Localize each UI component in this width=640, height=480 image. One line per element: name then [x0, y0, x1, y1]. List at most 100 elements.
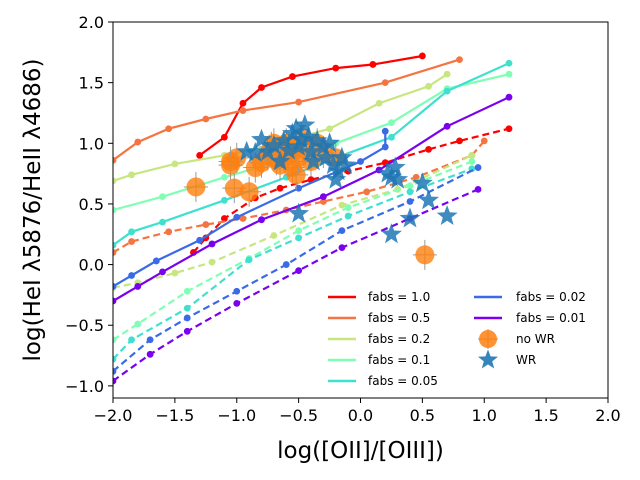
model-point-fabs-0-5	[113, 249, 117, 256]
series-line-dashed-fabs-0-01	[113, 188, 479, 382]
legend-swatch-no-wr	[479, 330, 497, 348]
series-line-dashed-fabs-0-1	[113, 160, 473, 341]
model-point-fabs-0-2	[113, 177, 117, 185]
model-point-fabs-0-05	[344, 212, 352, 220]
model-point-fabs-1-0	[276, 184, 284, 192]
x-tick-label: 1.5	[533, 406, 558, 425]
x-tick-label: −0.5	[279, 406, 318, 425]
model-point-fabs-0-01	[146, 350, 154, 358]
no-wr-point	[224, 178, 244, 198]
model-point-fabs-0-05	[443, 87, 451, 95]
wr-point	[263, 134, 285, 155]
wr-point	[411, 172, 433, 193]
wr-point	[288, 202, 310, 223]
model-point-fabs-0-1	[295, 227, 303, 235]
model-point-fabs-0-01	[233, 299, 241, 307]
series-line-dashed-fabs-1-0	[192, 127, 510, 254]
series-line-dashed-fabs-0-05	[113, 167, 473, 360]
no-wr-point	[415, 245, 435, 265]
model-point-fabs-0-2	[425, 82, 432, 90]
wr-point	[319, 132, 340, 153]
model-point-fabs-0-5	[128, 238, 135, 245]
wr-point	[273, 129, 295, 150]
y-axis-title: log(HeI λ5876/HeII λ4686)	[20, 59, 46, 362]
x-axis-title: log([OII]/[OIII])	[277, 438, 444, 464]
model-point-fabs-0-05	[113, 355, 117, 363]
x-tick-label: −1.0	[217, 406, 256, 425]
model-point-fabs-0-5	[202, 115, 210, 123]
series-line-solid-fabs-0-5	[113, 58, 460, 162]
model-point-fabs-0-02	[128, 272, 135, 279]
no-wr-point	[221, 155, 241, 175]
legend-label: fabs = 1.0	[368, 290, 430, 304]
model-point-fabs-0-5	[134, 138, 142, 146]
wr-point	[387, 168, 409, 189]
wr-point	[244, 142, 266, 162]
model-point-fabs-0-02	[381, 127, 389, 135]
model-point-fabs-0-2	[208, 258, 216, 266]
model-point-fabs-0-05	[505, 59, 513, 67]
no-wr-point	[286, 165, 306, 185]
model-point-fabs-0-5	[113, 156, 117, 164]
model-point-fabs-0-1	[388, 119, 395, 127]
wr-point	[269, 150, 291, 171]
legend-label: no WR	[516, 332, 555, 346]
legend-label: fabs = 0.01	[516, 311, 586, 325]
series-line-solid-fabs-1-0	[198, 54, 423, 157]
model-point-fabs-0-05	[128, 336, 135, 344]
model-point-fabs-0-2	[375, 99, 383, 107]
model-point-fabs-0-5	[381, 79, 389, 87]
model-point-fabs-0-01	[134, 283, 142, 290]
wr-point	[384, 156, 406, 177]
model-point-fabs-0-1	[113, 206, 117, 214]
wr-point	[290, 128, 312, 149]
model-point-fabs-0-2	[270, 232, 278, 239]
model-point-fabs-0-5	[456, 56, 463, 63]
plot-area	[113, 52, 513, 385]
model-point-fabs-0-5	[165, 125, 173, 133]
wr-point	[294, 114, 316, 134]
model-point-fabs-0-01	[113, 297, 117, 305]
wr-point	[335, 154, 357, 174]
model-point-fabs-1-0	[505, 125, 513, 133]
model-point-fabs-0-05	[159, 218, 166, 226]
model-point-fabs-0-1	[183, 287, 191, 295]
model-point-fabs-0-02	[474, 164, 482, 171]
model-point-fabs-0-05	[295, 234, 303, 242]
wr-point	[300, 140, 322, 161]
model-point-fabs-0-01	[159, 268, 166, 276]
no-wr-point	[186, 177, 206, 197]
model-point-fabs-0-2	[171, 269, 179, 277]
wr-point	[298, 126, 319, 147]
model-point-fabs-0-02	[406, 198, 414, 205]
wr-point	[306, 129, 328, 150]
model-point-fabs-1-0	[332, 64, 340, 72]
model-point-fabs-1-0	[196, 152, 204, 159]
model-point-fabs-0-05	[388, 133, 395, 141]
model-point-fabs-0-1	[344, 204, 352, 211]
model-point-fabs-0-5	[295, 98, 303, 106]
wr-point	[381, 223, 402, 244]
model-point-fabs-0-02	[295, 184, 303, 192]
model-point-fabs-0-5	[239, 107, 247, 114]
model-point-fabs-0-1	[220, 173, 228, 181]
model-point-fabs-0-01	[113, 377, 117, 385]
model-point-fabs-0-5	[202, 221, 210, 228]
model-point-fabs-0-01	[208, 240, 216, 248]
wr-point	[315, 146, 337, 167]
model-point-fabs-0-02	[146, 336, 154, 344]
y-tick-label: 1.5	[79, 74, 104, 93]
x-tick-label: −2.0	[94, 406, 133, 425]
legend: fabs = 1.0 fabs = 0.5 fabs = 0.2 fabs = 0.1…	[328, 290, 586, 388]
model-point-fabs-0-02	[183, 314, 191, 322]
model-point-fabs-0-2	[171, 160, 179, 168]
wr-point	[399, 207, 421, 228]
legend-label: fabs = 0.5	[368, 311, 430, 325]
model-point-fabs-0-1	[159, 193, 166, 201]
model-point-fabs-1-0	[425, 145, 432, 153]
model-point-fabs-0-01	[183, 327, 191, 335]
model-point-fabs-0-01	[443, 122, 451, 130]
model-point-fabs-1-0	[456, 137, 463, 145]
model-point-fabs-0-2	[326, 125, 333, 133]
